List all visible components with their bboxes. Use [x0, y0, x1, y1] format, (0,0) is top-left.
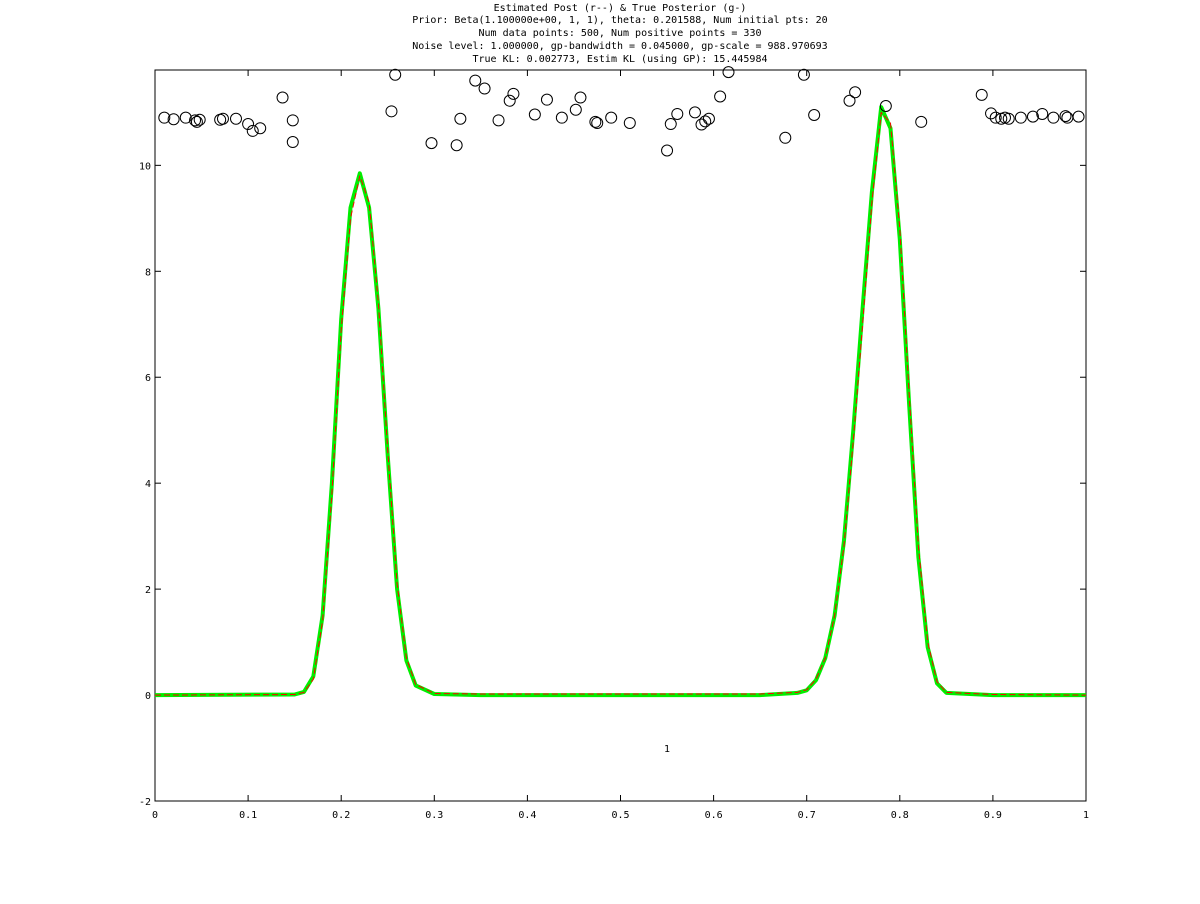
data-point-marker: [661, 144, 674, 157]
title-line-1: Estimated Post (r--) & True Posterior (g…: [494, 3, 747, 14]
true-posterior-line: [154, 105, 1086, 698]
data-point-marker: [385, 105, 398, 118]
data-point-marker: [1026, 110, 1039, 123]
data-point-marker: [469, 74, 482, 87]
plot-annotation: 1: [664, 744, 670, 755]
data-point-marker: [1014, 111, 1027, 124]
data-point-marker: [193, 113, 206, 126]
data-point-marker: [276, 91, 289, 104]
data-point-marker: [695, 118, 708, 131]
data-point-marker: [425, 137, 438, 150]
data-point-marker: [589, 115, 602, 128]
title-line-2: Prior: Beta(1.100000e+00, 1, 1), theta: …: [412, 15, 827, 26]
x-tick-label: 0.4: [518, 810, 536, 821]
data-point-marker: [975, 88, 988, 101]
x-tick-label: 1: [1083, 810, 1089, 821]
data-point-marker: [158, 111, 171, 124]
data-point-marker: [246, 124, 259, 137]
title-line-4: Noise level: 1.000000, gp-bandwidth = 0.…: [412, 41, 827, 52]
data-point-marker: [1002, 112, 1015, 125]
y-tick-label: 6: [145, 373, 151, 384]
title-line-5: True KL: 0.002773, Estim KL (using GP): …: [472, 54, 767, 65]
data-point-marker: [808, 109, 821, 122]
y-tick-label: 4: [145, 479, 151, 490]
data-point-marker: [702, 112, 715, 125]
data-point-marker: [179, 111, 192, 124]
data-point-marker: [492, 114, 505, 127]
data-point-marker: [242, 118, 255, 131]
data-point-marker: [229, 112, 242, 125]
data-point-marker: [190, 115, 203, 128]
x-tick-label: 0.5: [611, 810, 629, 821]
data-point-marker: [254, 122, 267, 135]
data-point-marker: [699, 115, 712, 128]
data-point-marker: [722, 66, 735, 79]
data-point-marker: [843, 94, 856, 107]
data-point-marker: [1047, 111, 1060, 124]
data-point-marker: [688, 106, 701, 119]
title-line-3: Num data points: 500, Num positive point…: [479, 28, 762, 39]
x-tick-label: 0: [152, 810, 158, 821]
data-point-marker: [671, 107, 684, 120]
x-tick-label: 0.3: [425, 810, 443, 821]
y-tick-label: -2: [139, 797, 151, 808]
data-point-marker: [216, 112, 229, 125]
data-point-marker: [605, 111, 618, 124]
data-point-marker: [574, 91, 587, 104]
y-tick-label: 2: [145, 585, 151, 596]
data-point-marker: [528, 108, 541, 121]
x-tick-label: 0.1: [239, 810, 257, 821]
data-point-marker: [797, 68, 810, 81]
x-tick-label: 0.6: [705, 810, 723, 821]
x-tick-label: 0.8: [891, 810, 909, 821]
data-point-marker: [540, 93, 553, 106]
x-tick-label: 0.2: [332, 810, 350, 821]
chart-title: Estimated Post (r--) & True Posterior (g…: [412, 3, 827, 65]
estimated-posterior-line: [154, 111, 1087, 696]
data-point-marker: [591, 116, 604, 129]
data-point-marker: [454, 112, 467, 125]
data-point-marker: [879, 100, 892, 113]
data-point-marker: [1036, 107, 1049, 120]
y-tick-label: 10: [139, 161, 151, 172]
data-point-marker: [714, 90, 727, 103]
data-point-marker: [450, 139, 463, 152]
data-point-marker: [389, 68, 402, 81]
x-tick-label: 0.7: [798, 810, 816, 821]
data-point-marker: [779, 131, 792, 144]
data-point-marker: [286, 114, 299, 127]
data-point-marker: [664, 118, 677, 131]
data-point-marker: [623, 116, 636, 129]
x-tick-label: 0.9: [984, 810, 1002, 821]
data-point-marker: [503, 94, 516, 107]
data-point-marker: [915, 115, 928, 128]
data-point-marker: [569, 103, 582, 116]
data-point-marker: [189, 114, 202, 127]
data-point-marker: [849, 86, 862, 99]
data-point-marker: [555, 111, 568, 124]
data-point-marker: [989, 111, 1002, 124]
data-point-marker: [286, 136, 299, 149]
y-tick-label: 8: [145, 267, 151, 278]
data-point-marker: [1072, 110, 1085, 123]
data-point-marker: [478, 82, 491, 95]
data-point-marker: [167, 113, 180, 126]
data-point-marker: [985, 107, 998, 120]
data-point-marker: [507, 87, 520, 100]
data-point-marker: [1059, 110, 1072, 123]
y-tick-label: 0: [145, 691, 151, 702]
